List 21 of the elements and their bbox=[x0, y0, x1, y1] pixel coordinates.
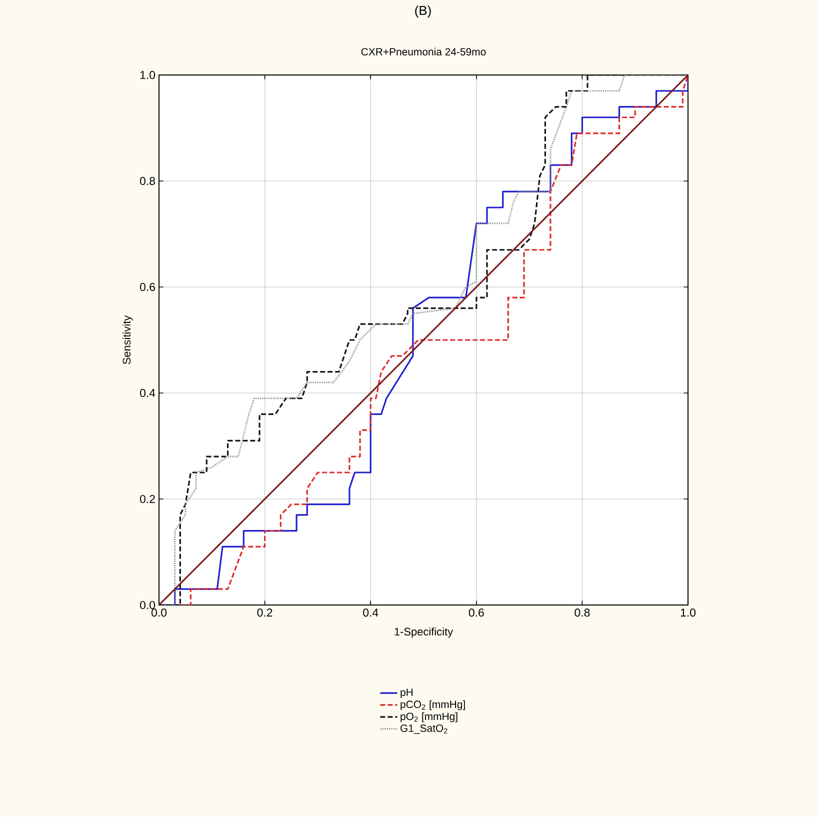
x-tick-label: 0.8 bbox=[574, 608, 590, 617]
x-tick-label: 0.6 bbox=[468, 608, 484, 617]
x-tick-label: 1.0 bbox=[680, 608, 696, 617]
y-tick-label: 0.0 bbox=[140, 600, 156, 610]
x-tick-label: 0.2 bbox=[257, 608, 272, 617]
legend-label: pCO$_{2}$ [mmHg] bbox=[400, 700, 465, 710]
legend-label: G1_SatO$_{2}$ bbox=[400, 724, 448, 734]
y-axis-title: Sensitivity bbox=[122, 315, 133, 364]
x-tick-label: 0.0 bbox=[151, 608, 167, 617]
y-tick-label: 0.4 bbox=[140, 388, 156, 398]
x-axis-title: 1-Specificity bbox=[394, 627, 454, 638]
y-tick-label: 1.0 bbox=[140, 70, 156, 80]
y-tick-label: 0.2 bbox=[140, 494, 155, 504]
legend-label: pH bbox=[400, 688, 413, 698]
text: (B) bbox=[415, 6, 431, 18]
legend-label: pO$_{2}$ [mmHg] bbox=[400, 712, 458, 722]
line-series bbox=[159, 74, 688, 605]
y-tick-label: 0.6 bbox=[140, 282, 155, 292]
y-tick-label: 0.8 bbox=[140, 176, 155, 186]
chart-title: CXR+Pneumonia 24-59mo bbox=[361, 48, 486, 56]
x-tick-label: 0.4 bbox=[363, 608, 378, 617]
